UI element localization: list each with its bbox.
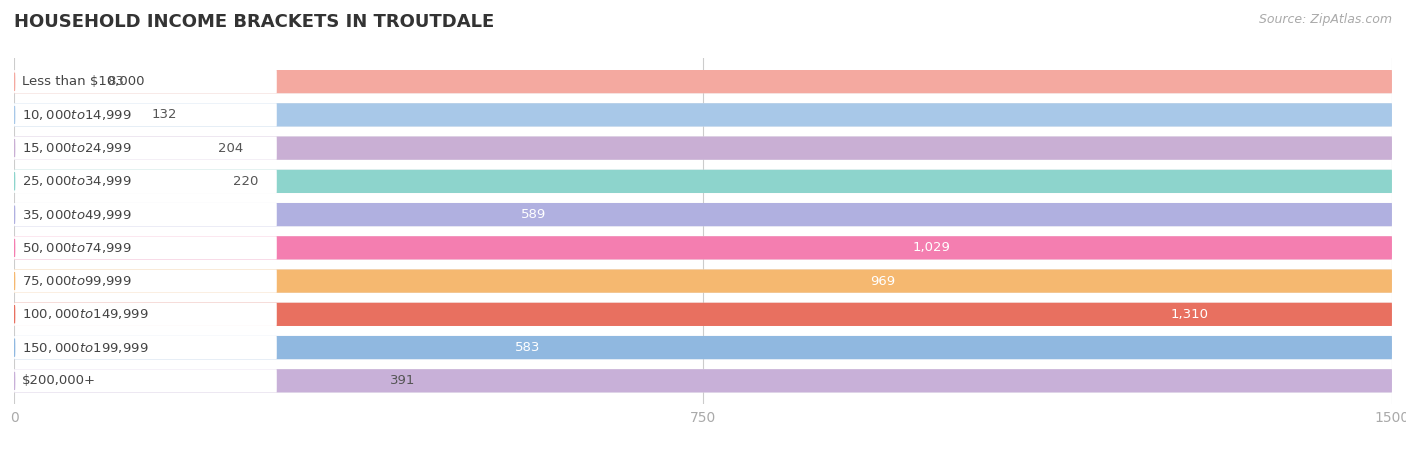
FancyBboxPatch shape — [14, 136, 277, 160]
Text: $150,000 to $199,999: $150,000 to $199,999 — [22, 341, 149, 355]
Text: 391: 391 — [389, 374, 415, 387]
Text: 583: 583 — [515, 341, 540, 354]
FancyBboxPatch shape — [14, 269, 1392, 293]
FancyBboxPatch shape — [14, 203, 1392, 226]
FancyBboxPatch shape — [14, 70, 277, 93]
FancyBboxPatch shape — [14, 336, 277, 359]
Text: 83: 83 — [107, 75, 124, 88]
Text: 132: 132 — [152, 108, 177, 121]
Text: Source: ZipAtlas.com: Source: ZipAtlas.com — [1258, 13, 1392, 26]
Text: $10,000 to $14,999: $10,000 to $14,999 — [22, 108, 132, 122]
FancyBboxPatch shape — [14, 170, 1392, 193]
FancyBboxPatch shape — [14, 170, 1392, 193]
Text: 1,310: 1,310 — [1170, 308, 1208, 321]
Text: $25,000 to $34,999: $25,000 to $34,999 — [22, 174, 132, 189]
Text: HOUSEHOLD INCOME BRACKETS IN TROUTDALE: HOUSEHOLD INCOME BRACKETS IN TROUTDALE — [14, 13, 495, 31]
FancyBboxPatch shape — [14, 70, 1392, 93]
FancyBboxPatch shape — [14, 203, 1392, 226]
FancyBboxPatch shape — [14, 269, 1392, 293]
FancyBboxPatch shape — [14, 236, 277, 260]
FancyBboxPatch shape — [14, 303, 1392, 326]
Text: $100,000 to $149,999: $100,000 to $149,999 — [22, 308, 149, 321]
FancyBboxPatch shape — [14, 303, 1392, 326]
Text: 1,029: 1,029 — [912, 242, 950, 254]
Text: Less than $10,000: Less than $10,000 — [22, 75, 145, 88]
FancyBboxPatch shape — [14, 136, 1392, 160]
FancyBboxPatch shape — [14, 303, 277, 326]
Text: $15,000 to $24,999: $15,000 to $24,999 — [22, 141, 132, 155]
FancyBboxPatch shape — [14, 236, 1392, 260]
FancyBboxPatch shape — [14, 269, 277, 293]
FancyBboxPatch shape — [14, 103, 277, 127]
FancyBboxPatch shape — [14, 336, 1392, 359]
FancyBboxPatch shape — [14, 103, 1392, 127]
Text: $200,000+: $200,000+ — [22, 374, 96, 387]
FancyBboxPatch shape — [14, 369, 277, 392]
FancyBboxPatch shape — [14, 70, 1392, 93]
Text: 969: 969 — [870, 275, 896, 288]
FancyBboxPatch shape — [14, 103, 1392, 127]
Text: $75,000 to $99,999: $75,000 to $99,999 — [22, 274, 132, 288]
Text: 204: 204 — [218, 141, 243, 154]
Text: 220: 220 — [232, 175, 259, 188]
FancyBboxPatch shape — [14, 336, 1392, 359]
FancyBboxPatch shape — [14, 236, 1392, 260]
FancyBboxPatch shape — [14, 369, 1392, 392]
Text: $35,000 to $49,999: $35,000 to $49,999 — [22, 207, 132, 222]
Text: $50,000 to $74,999: $50,000 to $74,999 — [22, 241, 132, 255]
FancyBboxPatch shape — [14, 369, 1392, 392]
FancyBboxPatch shape — [14, 170, 277, 193]
FancyBboxPatch shape — [14, 203, 277, 226]
FancyBboxPatch shape — [14, 136, 1392, 160]
Text: 589: 589 — [520, 208, 546, 221]
